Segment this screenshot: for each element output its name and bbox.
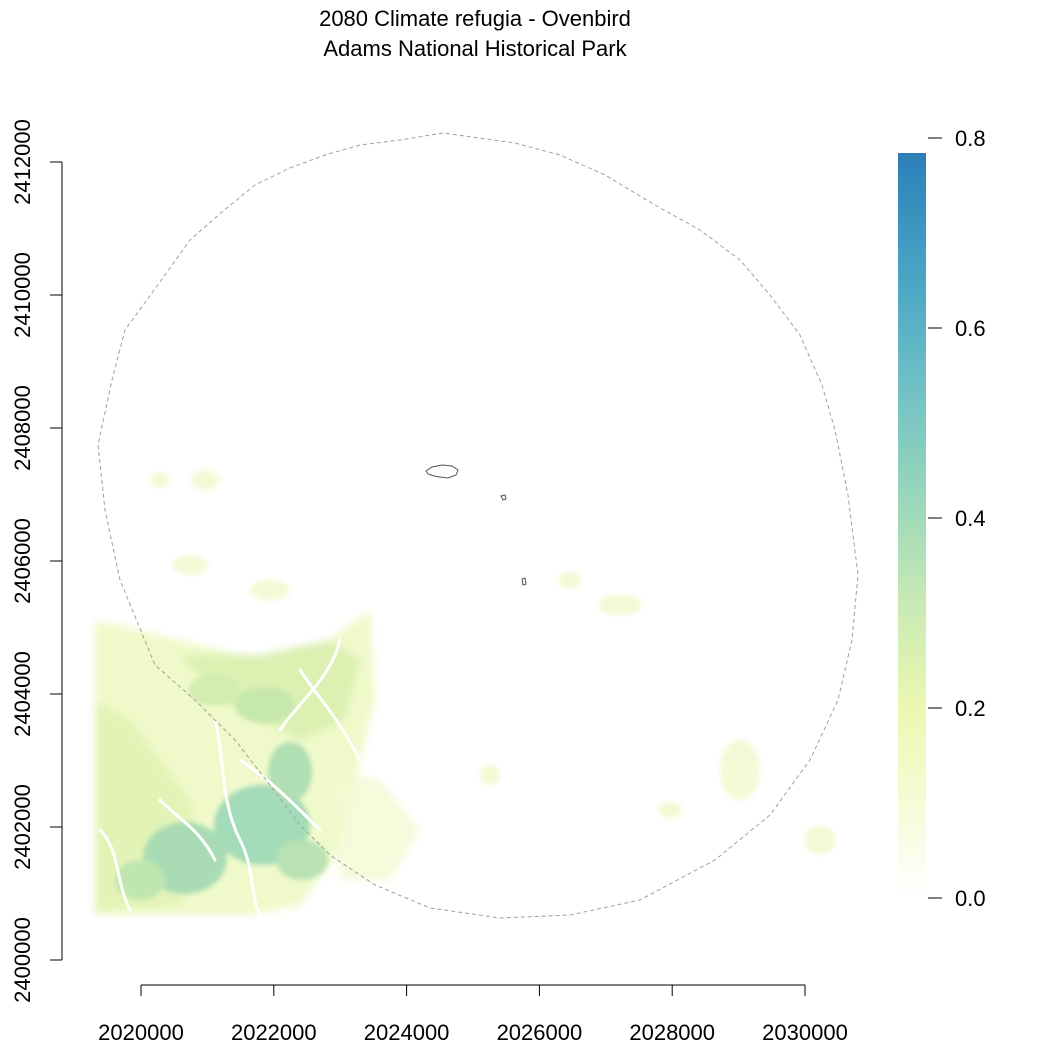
- y-tick-label: 2402000: [10, 784, 35, 870]
- x-tick-label: 2030000: [762, 1020, 848, 1045]
- stream-gaps: [98, 638, 362, 917]
- color-legend: 0.0 0.2 0.4 0.6 0.8: [898, 126, 986, 911]
- scattered-low-values: [150, 470, 836, 854]
- legend-tick-label: 0.2: [955, 696, 986, 721]
- x-tick-label: 2024000: [364, 1020, 450, 1045]
- map-title-line-2: Adams National Historical Park: [323, 36, 627, 61]
- park-parcels: [425, 464, 527, 586]
- legend-tick-label: 0.8: [955, 126, 986, 151]
- x-axis: 2020000 2022000 2024000 2026000 2028000 20300…: [98, 984, 848, 1045]
- buffer-boundary: [97, 132, 859, 919]
- x-tick-label: 2020000: [98, 1020, 184, 1045]
- y-tick-label: 2400000: [10, 917, 35, 1003]
- x-tick-label: 2028000: [629, 1020, 715, 1045]
- y-tick-label: 2412000: [10, 119, 35, 205]
- map-title-line-1: 2080 Climate refugia - Ovenbird: [319, 6, 631, 31]
- x-tick-label: 2022000: [231, 1020, 317, 1045]
- legend-tick-label: 0.6: [955, 316, 986, 341]
- y-tick-label: 2408000: [10, 385, 35, 471]
- park-parcel-small-1: [500, 494, 507, 501]
- y-tick-label: 2406000: [10, 518, 35, 604]
- legend-color-bar: [898, 153, 926, 898]
- refugia-raster: [95, 470, 836, 917]
- legend-tick-label: 0.0: [955, 886, 986, 911]
- legend-tick-label: 0.4: [955, 506, 986, 531]
- x-tick-label: 2026000: [497, 1020, 583, 1045]
- park-parcel-main: [425, 464, 459, 479]
- y-axis: 2400000 2402000 2404000 2406000 2408000 24100…: [10, 119, 63, 1003]
- y-tick-label: 2410000: [10, 252, 35, 338]
- y-tick-label: 2404000: [10, 651, 35, 737]
- high-suitability-area: [115, 674, 328, 900]
- park-parcel-small-2: [521, 577, 527, 586]
